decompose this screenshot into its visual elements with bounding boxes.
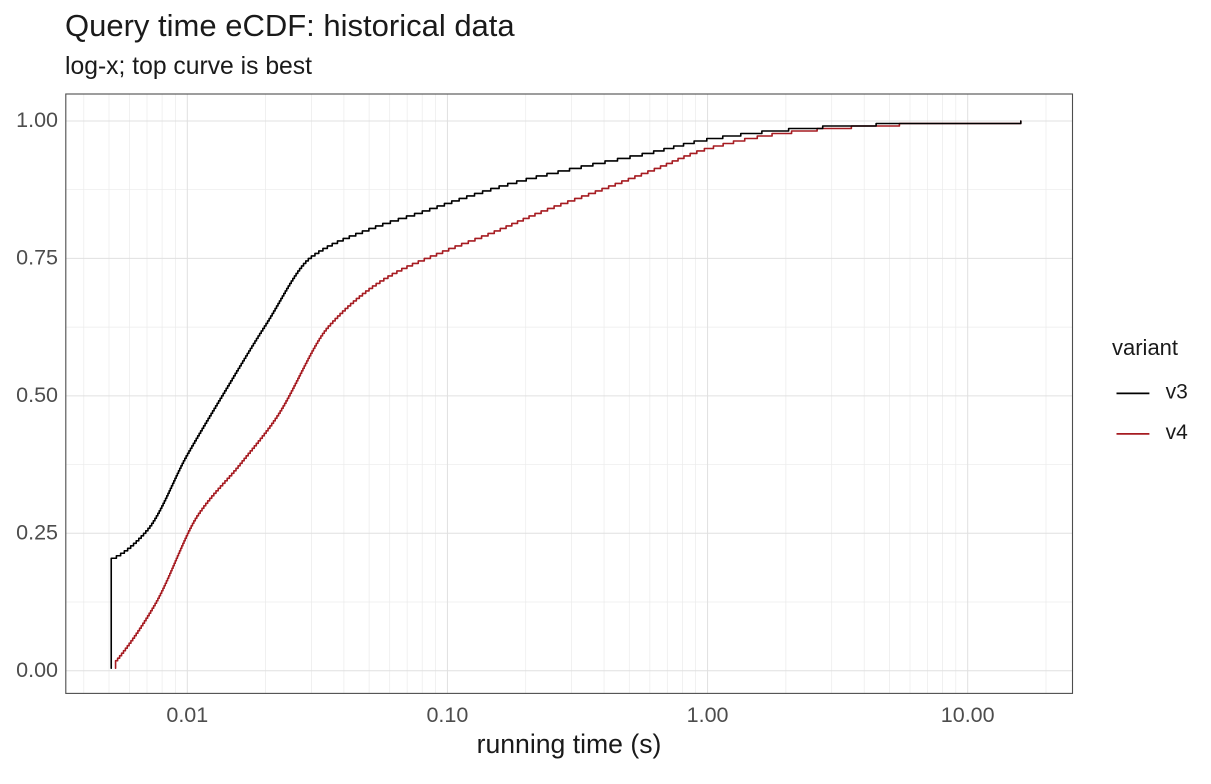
svg-text:1.00: 1.00 [687, 703, 729, 727]
svg-text:v3: v3 [1166, 381, 1188, 404]
svg-text:running time (s): running time (s) [477, 729, 662, 759]
svg-text:0.01: 0.01 [166, 703, 208, 727]
svg-text:0.10: 0.10 [426, 703, 468, 727]
svg-text:10.00: 10.00 [941, 703, 995, 727]
svg-text:0.50: 0.50 [16, 383, 58, 407]
svg-text:1.00: 1.00 [16, 108, 58, 132]
svg-text:v4: v4 [1166, 421, 1189, 444]
svg-text:variant: variant [1112, 335, 1178, 360]
svg-text:0.00: 0.00 [16, 658, 58, 682]
svg-text:0.75: 0.75 [16, 246, 58, 270]
svg-text:0.25: 0.25 [16, 521, 58, 545]
